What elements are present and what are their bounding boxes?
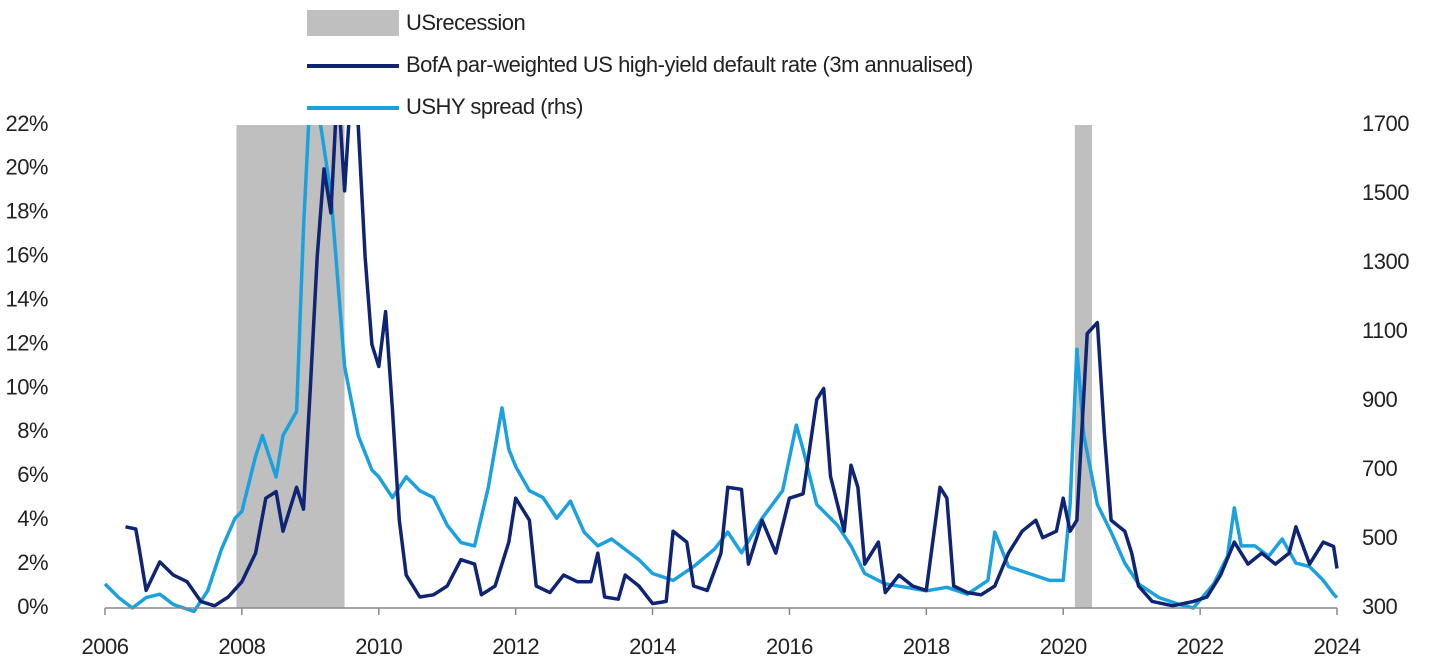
y-tick-label: 4% (17, 506, 48, 531)
y-tick-label: 22% (5, 111, 48, 136)
y-tick-label: 8% (17, 418, 48, 443)
annotations: 2006 2008 2010 2012 2014 2016 2018 2020 2022 2024… (5, 10, 1409, 659)
legend-label: USrecession (406, 10, 525, 35)
y-tick-label: 10% (5, 374, 48, 399)
x-tick-label: 2014 (629, 634, 676, 659)
y-tick-label: 18% (5, 199, 48, 224)
legend-label: BofA par-weighted US high-yield default … (406, 52, 973, 77)
x-tick-label: 2022 (1177, 634, 1224, 659)
y2-tick-label: 1700 (1362, 111, 1409, 136)
x-tick-label: 2006 (82, 634, 129, 659)
recession-band (236, 125, 345, 608)
x-tick-label: 2008 (218, 634, 265, 659)
y2-tick-label: 300 (1362, 594, 1397, 619)
y-tick-label: 14% (5, 286, 48, 311)
x-tick-label: 2016 (766, 634, 813, 659)
y-tick-label: 20% (5, 155, 48, 180)
x-tick-label: 2024 (1314, 634, 1361, 659)
y2-tick-label: 500 (1362, 525, 1397, 550)
y2-tick-label: 700 (1362, 456, 1397, 481)
y2-tick-label: 1100 (1362, 318, 1408, 343)
y-tick-label: 16% (5, 243, 48, 268)
legend-swatch (307, 10, 399, 36)
series-line (125, 125, 1339, 608)
plot-area (103, 125, 1339, 614)
y-tick-label: 6% (17, 462, 48, 487)
legend-label: USHY spread (rhs) (406, 94, 583, 119)
y2-tick-label: 900 (1362, 387, 1397, 412)
y2-tick-label: 1500 (1362, 180, 1409, 205)
x-tick-label: 2020 (1040, 634, 1087, 659)
y-tick-label: 2% (17, 550, 48, 575)
y-tick-label: 0% (17, 594, 48, 619)
x-tick-label: 2018 (903, 634, 950, 659)
y-tick-label: 12% (5, 330, 48, 355)
y2-tick-label: 1300 (1362, 249, 1409, 274)
x-tick-label: 2010 (355, 634, 402, 659)
x-tick-label: 2012 (492, 634, 539, 659)
